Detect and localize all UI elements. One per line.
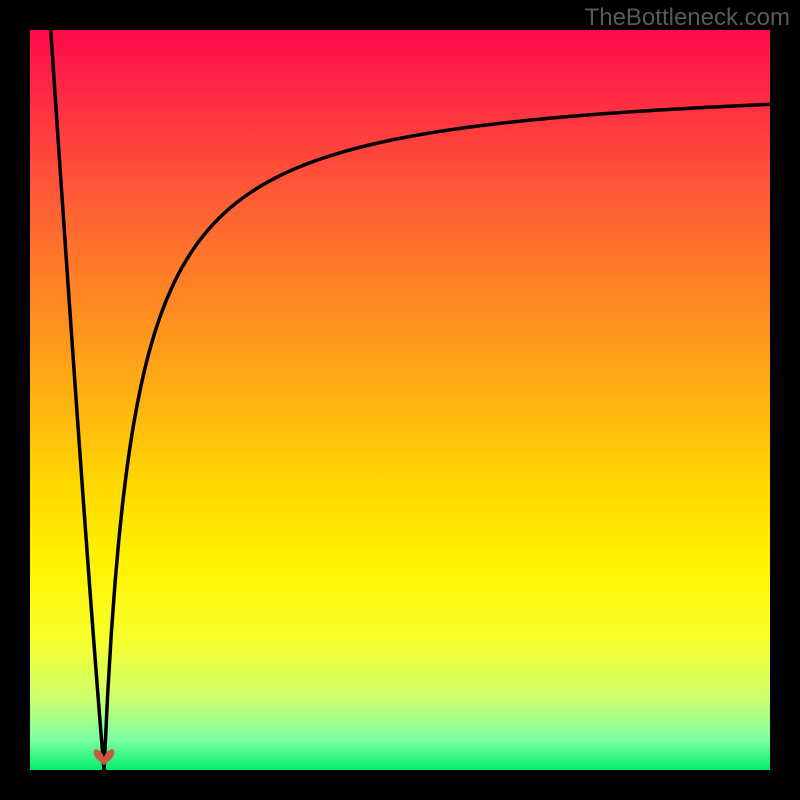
bottleneck-chart	[0, 0, 800, 800]
watermark-text: TheBottleneck.com	[585, 4, 790, 32]
chart-container: TheBottleneck.com	[0, 0, 800, 800]
